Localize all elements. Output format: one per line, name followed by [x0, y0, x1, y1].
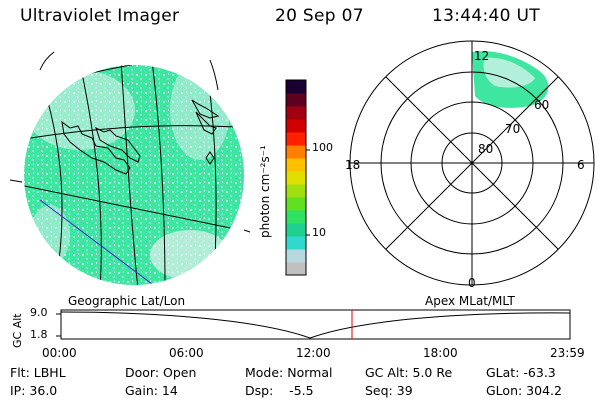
- gain-info: Gain: 14: [125, 383, 178, 398]
- mlt-label-6: 6: [577, 158, 585, 172]
- timeline-ytick-1-8: 1.8: [30, 328, 48, 341]
- polar-mlat-mlt-plot: 12 18 6 0 80 70 60: [345, 40, 595, 290]
- mlat-label-80: 80: [478, 142, 493, 156]
- color-swatch: [286, 158, 306, 172]
- mlt-label-0: 0: [468, 276, 476, 290]
- polar-grid: [349, 40, 595, 286]
- apex-label: Apex MLat/MLT: [425, 294, 515, 308]
- filter-info: Flt: LBHL: [10, 365, 66, 380]
- color-swatch: [286, 119, 306, 133]
- terminator-line: [39, 199, 161, 285]
- geographic-label: Geographic Lat/Lon: [68, 294, 186, 308]
- dsp-info: Dsp: -5.5: [245, 383, 314, 398]
- ip-info: IP: 36.0: [10, 383, 58, 398]
- color-swatches: [286, 80, 306, 276]
- color-swatch: [286, 262, 306, 276]
- color-scale-bar: [285, 79, 310, 276]
- orbit-altitude-timeline: [56, 309, 571, 340]
- mode-info: Mode: Normal: [245, 365, 333, 380]
- timeline-xtick-1200: 12:00: [296, 346, 331, 360]
- color-swatch: [286, 171, 306, 185]
- color-swatch: [286, 132, 306, 146]
- color-swatch: [286, 80, 306, 94]
- seq-info: Seq: 39: [365, 383, 413, 398]
- mlt-label-18: 18: [345, 158, 360, 172]
- image-time: 13:44:40 UT: [432, 6, 540, 26]
- color-swatch: [286, 93, 306, 107]
- altitude-curve: [60, 311, 571, 339]
- color-swatch: [286, 106, 306, 120]
- mlat-label-70: 70: [505, 122, 520, 136]
- color-swatch: [286, 145, 306, 159]
- colorbar-tick-10: 10: [312, 226, 326, 239]
- color-swatch: [286, 249, 306, 263]
- timeline-ytick-9: 9.0: [30, 306, 48, 319]
- geographic-image-panel: [9, 51, 251, 285]
- gc-alt-info: GC Alt: 5.0 Re: [365, 365, 453, 380]
- timeline-y-title: GC Alt: [11, 313, 24, 348]
- door-info: Door: Open: [125, 365, 197, 380]
- timeline-xtick-2359: 23:59: [550, 346, 585, 360]
- image-date: 20 Sep 07: [275, 6, 364, 26]
- color-swatch: [286, 236, 306, 250]
- timeline-xtick-0600: 06:00: [169, 346, 204, 360]
- timeline-xtick-0000: 00:00: [42, 346, 77, 360]
- image-title: Ultraviolet Imager: [20, 6, 180, 26]
- mlt-label-12: 12: [474, 49, 489, 63]
- colorbar-tick-100: 100: [312, 141, 333, 154]
- color-swatch: [286, 210, 306, 224]
- glat-info: GLat: -63.3: [486, 365, 556, 380]
- colorbar-unit-label: photon cm⁻²s⁻¹: [258, 145, 272, 238]
- color-swatch: [286, 184, 306, 198]
- glon-info: GLon: 304.2: [486, 383, 562, 398]
- timeline-xtick-1800: 18:00: [423, 346, 458, 360]
- color-swatch: [286, 197, 306, 211]
- mlat-label-60: 60: [534, 98, 549, 112]
- color-swatch: [286, 223, 306, 237]
